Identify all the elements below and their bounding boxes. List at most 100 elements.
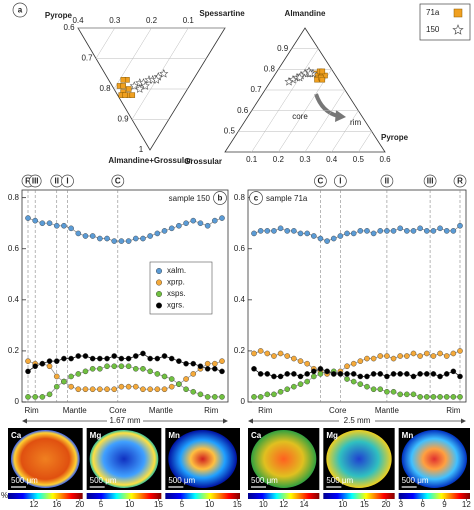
- data-point: [410, 228, 417, 234]
- data-point: [384, 353, 390, 359]
- data-point: [132, 353, 139, 359]
- data-point: [330, 235, 337, 242]
- panel-label: b: [218, 194, 223, 203]
- data-point: [357, 373, 364, 380]
- data-point: [97, 365, 103, 372]
- data-point: [364, 383, 370, 390]
- ternary-tick-label: 0.9: [117, 115, 129, 124]
- map-scale-label: 500 μm: [251, 476, 278, 485]
- data-point: [377, 386, 384, 393]
- data-point: [317, 235, 324, 242]
- zone-marker: R: [457, 177, 463, 186]
- data-point: [154, 230, 161, 237]
- data-point: [423, 228, 430, 234]
- data-point: [89, 386, 96, 393]
- zone-marker-circle: [334, 174, 347, 188]
- ternary-corner-label: Grossular: [184, 157, 222, 166]
- plot-frame: [21, 189, 229, 403]
- series-line: [27, 353, 223, 372]
- colorbar-tick-label: 12: [29, 500, 38, 509]
- zone-marker: R: [25, 177, 31, 186]
- ternary-tick-label: 0.3: [109, 16, 121, 25]
- data-point: [390, 371, 397, 377]
- zone-label: Core: [109, 406, 127, 415]
- colorbar: [398, 493, 470, 499]
- ternary-grid-line: [95, 27, 115, 59]
- colorbar-tick-label: 6: [420, 500, 425, 509]
- data-point: [197, 363, 204, 370]
- ternary-tick-label: 0.6: [237, 106, 249, 115]
- zone-label: Rim: [204, 406, 219, 415]
- ternary-point: [151, 74, 161, 84]
- ternary-point: [129, 92, 136, 98]
- data-point: [364, 228, 370, 234]
- data-point: [68, 355, 74, 362]
- data-point: [311, 233, 317, 239]
- colorbar-tick-label: 3: [399, 500, 404, 509]
- ternary-tick-label: 0.9: [277, 44, 289, 53]
- zone-marker-circle: [111, 174, 125, 188]
- map-element: Mg: [326, 431, 338, 440]
- data-point: [104, 355, 110, 362]
- zone-marker: II: [55, 177, 59, 186]
- data-point: [384, 228, 390, 234]
- data-point: [183, 360, 189, 367]
- data-point: [68, 373, 74, 380]
- data-point: [457, 373, 463, 380]
- data-point: [417, 225, 423, 232]
- data-point: [344, 376, 350, 382]
- colorbar-tick-label: 10: [338, 500, 347, 509]
- map-image: [326, 430, 392, 488]
- data-point: [61, 355, 67, 362]
- data-point: [219, 368, 225, 375]
- ternary-grid-line: [131, 27, 189, 120]
- ternary-tick-label: 0.5: [224, 126, 236, 135]
- data-point: [370, 355, 377, 362]
- y-tick-label: 0: [15, 397, 20, 406]
- ternary-tick-label: 0.3: [299, 155, 311, 164]
- zone-marker: C: [115, 177, 121, 186]
- zone-marker: I: [339, 177, 341, 186]
- legend-label: 71a: [426, 8, 440, 17]
- y-tick-label: 0.2: [234, 346, 246, 355]
- ternary-tick-label: 0.5: [353, 155, 365, 164]
- panel-label: a: [18, 6, 23, 15]
- data-point: [204, 222, 211, 229]
- data-point: [291, 383, 297, 390]
- map-element: Mn: [402, 431, 414, 440]
- data-point: [46, 391, 53, 398]
- ternary-tick-label: 0.2: [273, 155, 285, 164]
- data-point: [443, 228, 450, 234]
- data-point: [417, 353, 423, 359]
- map-element: Ca: [11, 431, 22, 440]
- ternary-corner-label: Pyrope: [381, 133, 409, 142]
- data-point: [357, 228, 364, 234]
- data-point: [168, 383, 175, 390]
- data-point: [25, 358, 31, 364]
- annotation: rim: [350, 118, 361, 127]
- ternary-point: [305, 68, 315, 78]
- data-point: [168, 376, 175, 382]
- data-point: [125, 383, 132, 390]
- data-point: [39, 360, 46, 367]
- data-point: [390, 388, 397, 395]
- data-point: [397, 371, 403, 377]
- data-point: [154, 371, 161, 377]
- data-point: [264, 350, 271, 357]
- data-point: [197, 220, 204, 227]
- colorbar-tick-label: 10: [259, 500, 268, 509]
- data-point: [89, 365, 96, 372]
- y-tick-label: 0.2: [8, 346, 20, 355]
- data-point: [297, 230, 304, 237]
- data-point: [291, 228, 297, 234]
- colorbar-tick-label: 5: [180, 500, 185, 509]
- map-image: [401, 430, 468, 488]
- data-point: [450, 350, 457, 357]
- map-scale-label: 500 μm: [90, 476, 117, 485]
- data-point: [284, 353, 291, 359]
- data-point: [264, 371, 271, 377]
- data-point: [251, 230, 257, 237]
- data-point: [190, 360, 197, 367]
- data-point: [190, 371, 197, 377]
